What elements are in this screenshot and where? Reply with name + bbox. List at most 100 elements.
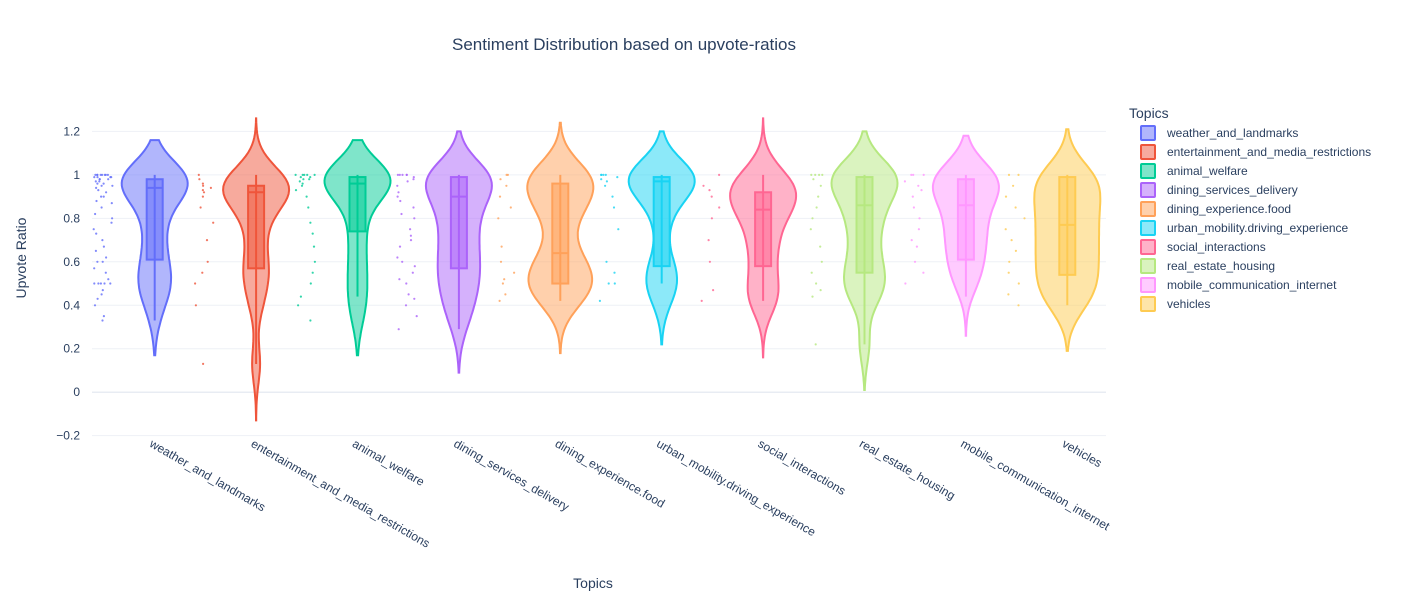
data-point bbox=[97, 189, 100, 192]
legend-item-dining_experience.food[interactable]: dining_experience.food bbox=[1140, 201, 1291, 217]
data-point bbox=[206, 260, 209, 263]
x-tick-label: vehicles bbox=[1060, 436, 1105, 470]
legend-item-weather_and_landmarks[interactable]: weather_and_landmarks bbox=[1140, 125, 1298, 141]
data-point bbox=[93, 267, 96, 270]
data-point bbox=[294, 189, 298, 192]
legend-item-urban_mobility.driving_experience[interactable]: urban_mobility.driving_experience bbox=[1140, 220, 1349, 236]
box-iqr bbox=[754, 191, 773, 268]
data-point bbox=[105, 256, 108, 259]
data-point bbox=[96, 182, 99, 185]
data-point bbox=[101, 319, 104, 322]
data-point bbox=[499, 260, 503, 263]
x-axis-title: Topics bbox=[573, 575, 613, 591]
data-point bbox=[915, 245, 919, 248]
data-point bbox=[212, 221, 215, 224]
legend-item-entertainment_and_media_restrictions[interactable]: entertainment_and_media_restrictions bbox=[1140, 144, 1371, 160]
data-point bbox=[812, 178, 815, 181]
data-point bbox=[99, 282, 102, 285]
data-point bbox=[600, 173, 603, 176]
y-tick-label: 0.6 bbox=[63, 255, 80, 269]
y-tick-label: 1 bbox=[73, 168, 80, 182]
legend-label: vehicles bbox=[1167, 297, 1210, 311]
data-point bbox=[301, 173, 304, 176]
data-point bbox=[94, 173, 97, 176]
data-point bbox=[613, 271, 616, 274]
data-point bbox=[604, 184, 607, 187]
data-point bbox=[710, 217, 714, 220]
data-point bbox=[913, 260, 917, 263]
violin-dining_experience.food bbox=[497, 121, 595, 355]
legend-item-animal_welfare[interactable]: animal_welfare bbox=[1140, 163, 1248, 179]
legend-label: real_estate_housing bbox=[1167, 259, 1275, 273]
data-point bbox=[102, 245, 105, 248]
data-point bbox=[313, 173, 316, 176]
data-point bbox=[505, 173, 508, 176]
data-point bbox=[710, 195, 713, 198]
legend-item-social_interactions[interactable]: social_interactions bbox=[1140, 239, 1266, 255]
data-point bbox=[1014, 249, 1018, 252]
data-point bbox=[407, 293, 410, 296]
data-point bbox=[95, 232, 98, 235]
chart-title: Sentiment Distribution based on upvote-r… bbox=[452, 35, 796, 54]
legend-label: dining_experience.food bbox=[1167, 202, 1291, 216]
data-point bbox=[904, 282, 907, 285]
data-point bbox=[102, 182, 105, 185]
legend-label: social_interactions bbox=[1167, 240, 1266, 254]
box-iqr bbox=[956, 178, 975, 261]
data-point bbox=[605, 180, 609, 183]
data-point bbox=[1023, 217, 1026, 220]
data-point bbox=[918, 217, 921, 220]
data-point bbox=[106, 173, 109, 176]
data-point bbox=[1012, 184, 1015, 187]
data-point bbox=[910, 173, 913, 176]
data-point bbox=[415, 315, 418, 318]
data-point bbox=[412, 178, 415, 181]
data-point bbox=[110, 202, 113, 205]
data-point bbox=[96, 260, 99, 263]
x-tick-label: urban_mobility.driving_experience bbox=[654, 436, 818, 539]
data-point bbox=[616, 176, 619, 179]
data-point bbox=[104, 173, 107, 176]
box-iqr bbox=[449, 176, 468, 270]
data-point bbox=[498, 195, 502, 198]
data-point bbox=[498, 299, 501, 302]
data-point bbox=[398, 173, 401, 176]
data-point bbox=[1017, 173, 1020, 176]
data-point bbox=[299, 176, 302, 179]
data-point bbox=[102, 315, 105, 318]
data-point bbox=[413, 217, 416, 220]
data-point bbox=[396, 195, 399, 198]
data-point bbox=[205, 239, 209, 242]
data-point bbox=[499, 178, 502, 181]
legend-label: entertainment_and_media_restrictions bbox=[1167, 145, 1371, 159]
violin-mobile_communication_internet bbox=[903, 134, 1000, 337]
data-point bbox=[396, 184, 399, 187]
data-point bbox=[93, 176, 96, 179]
data-point bbox=[912, 173, 915, 176]
data-point bbox=[109, 282, 112, 285]
data-point bbox=[105, 191, 108, 194]
data-point bbox=[903, 180, 907, 183]
legend-label: mobile_communication_internet bbox=[1167, 278, 1337, 292]
data-point bbox=[98, 178, 101, 181]
data-point bbox=[92, 228, 95, 231]
data-point bbox=[396, 173, 399, 176]
data-point bbox=[1007, 271, 1010, 274]
legend-item-dining_services_delivery[interactable]: dining_services_delivery bbox=[1140, 182, 1298, 198]
legend-item-real_estate_housing[interactable]: real_estate_housing bbox=[1140, 258, 1275, 274]
data-point bbox=[602, 173, 605, 176]
data-point bbox=[819, 184, 822, 187]
data-point bbox=[912, 206, 916, 209]
data-point bbox=[505, 184, 508, 187]
data-point bbox=[815, 206, 818, 209]
data-point bbox=[100, 195, 103, 198]
legend-item-vehicles[interactable]: vehicles bbox=[1140, 296, 1210, 312]
violin-dining_services_delivery bbox=[396, 130, 493, 374]
data-point bbox=[708, 260, 712, 263]
data-point bbox=[95, 199, 98, 203]
data-point bbox=[102, 195, 105, 198]
box-iqr bbox=[348, 176, 367, 233]
legend-label: urban_mobility.driving_experience bbox=[1167, 221, 1349, 235]
legend-item-mobile_communication_internet[interactable]: mobile_communication_internet bbox=[1140, 277, 1337, 293]
data-point bbox=[397, 328, 400, 331]
